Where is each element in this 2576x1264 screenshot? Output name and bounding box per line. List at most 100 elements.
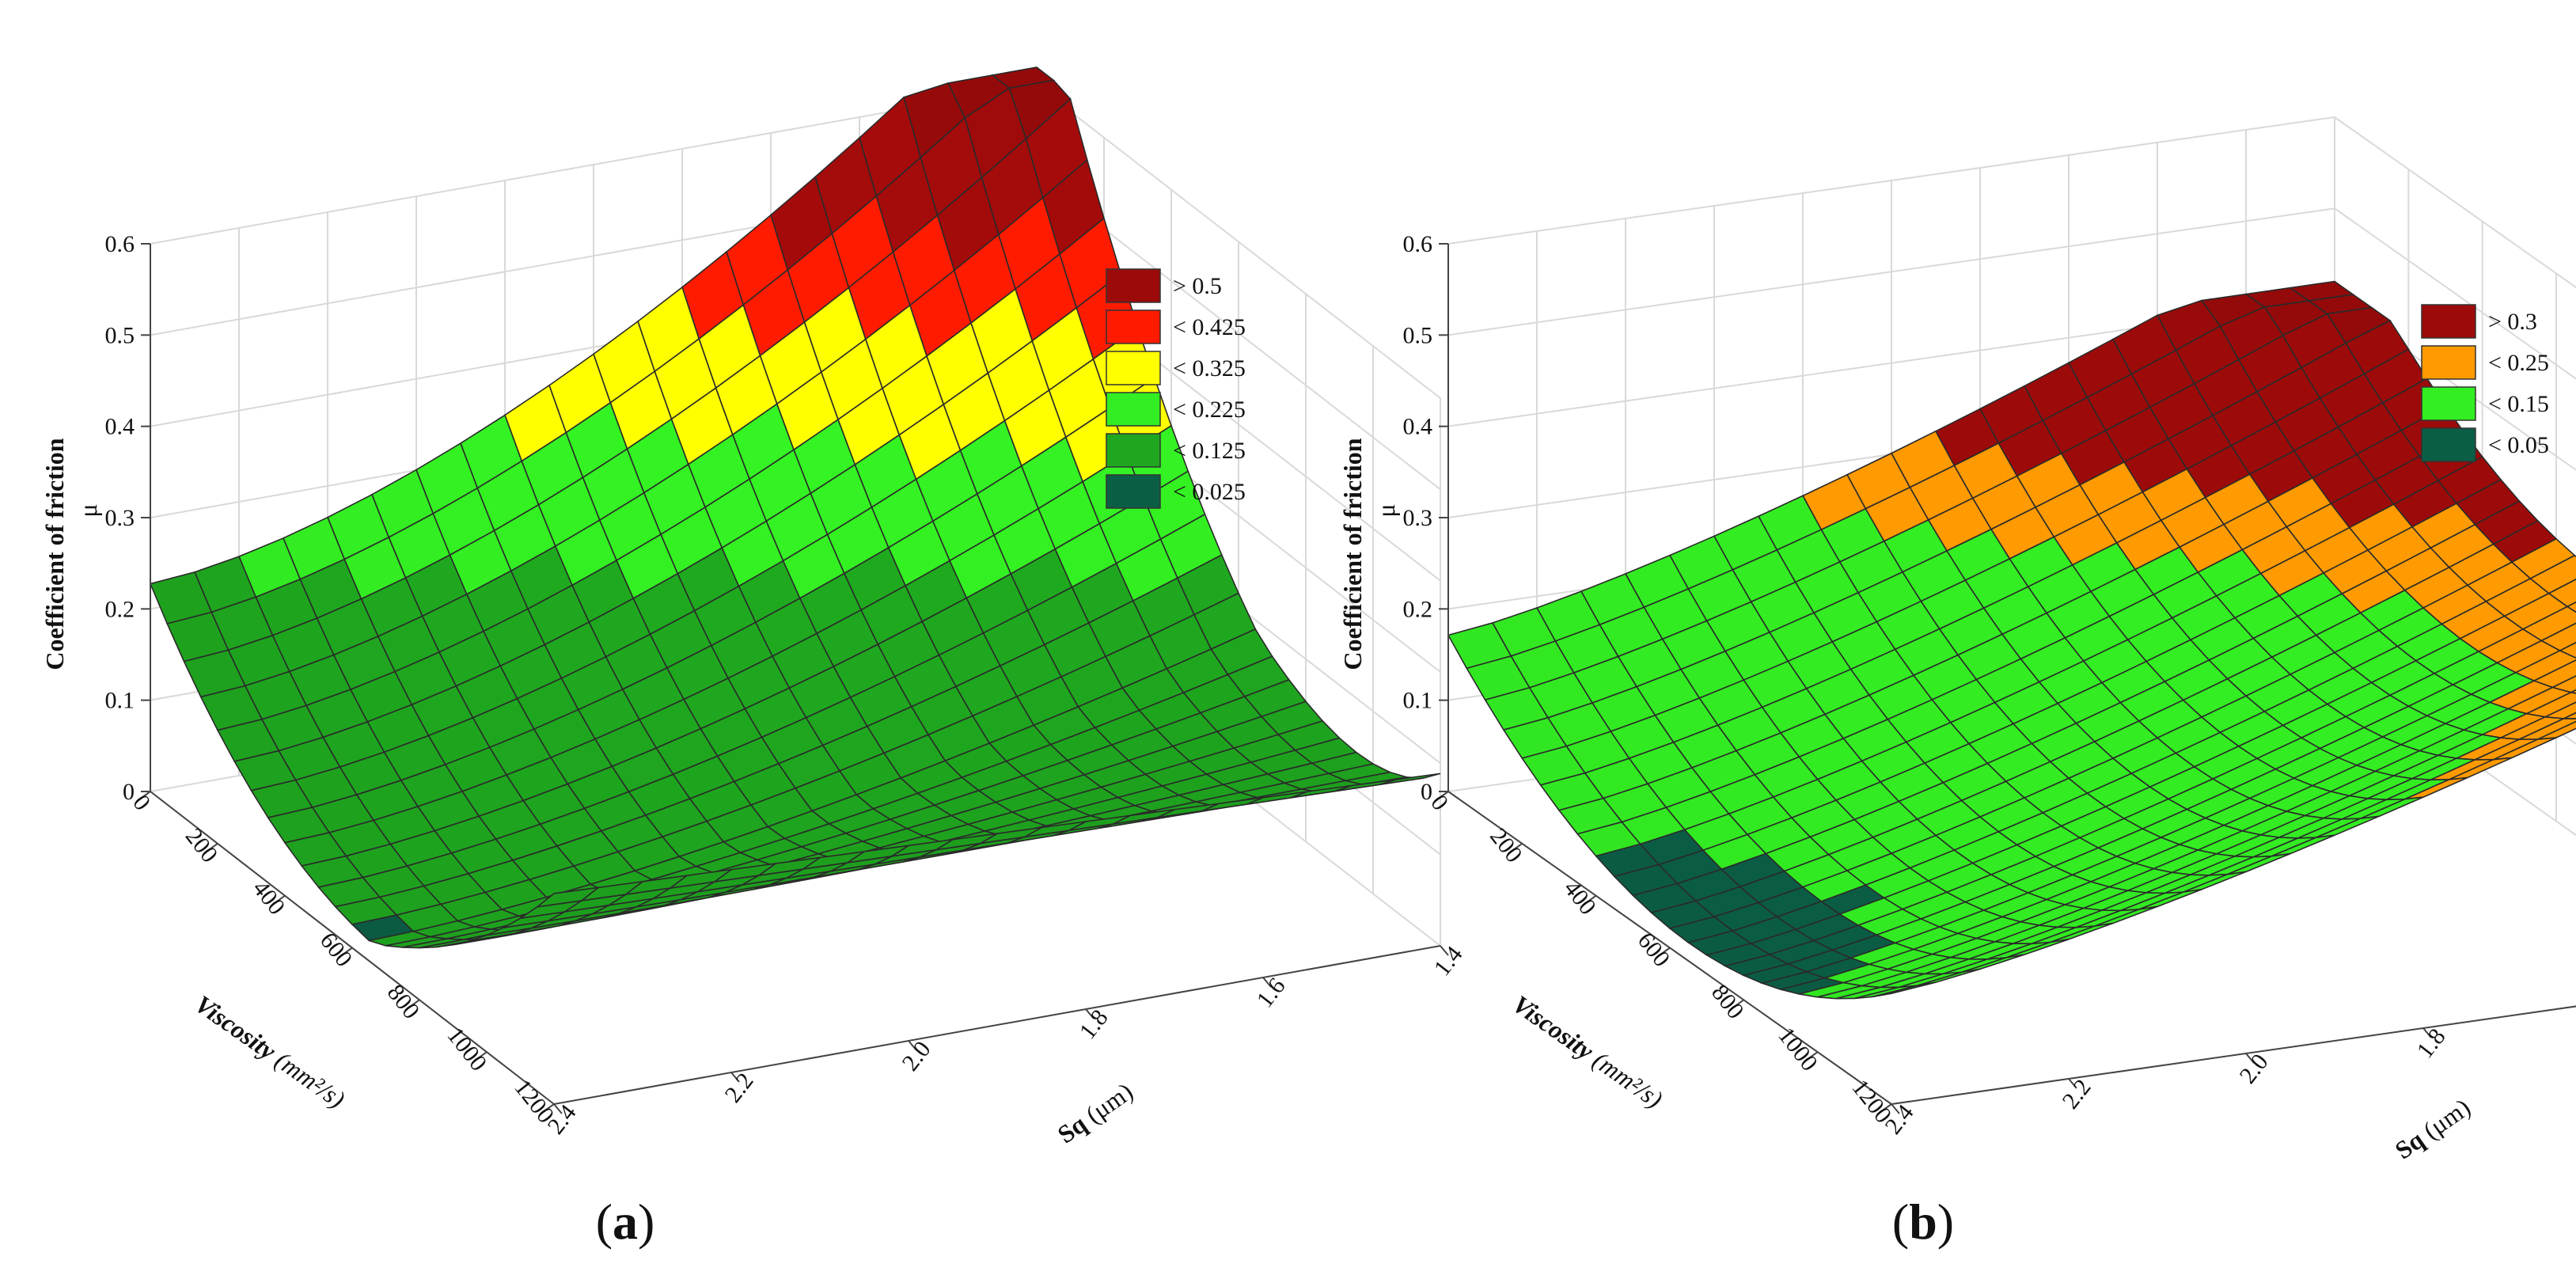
grid-line xyxy=(1447,207,2335,336)
y-tick-mark xyxy=(1085,1008,1095,1019)
legend-label: > 0.5 xyxy=(1173,273,1222,299)
legend-swatch xyxy=(1106,474,1161,509)
surface-cell xyxy=(534,886,601,909)
y-axis-label: Sq (μm) xyxy=(2390,1093,2475,1165)
surface-a xyxy=(149,66,1441,949)
z-tick-label: 0.3 xyxy=(105,505,135,531)
x-tick-label: 800 xyxy=(382,980,425,1024)
z-tick-label: 0.2 xyxy=(1403,596,1433,622)
panel-label-letter: b xyxy=(1909,1194,1937,1250)
x-tick-label: 600 xyxy=(315,928,358,972)
legend-swatch xyxy=(1106,309,1161,344)
panel-label: (b) xyxy=(1892,1194,1954,1250)
z-axis-symbol: μ xyxy=(74,503,102,517)
y-tick-mark xyxy=(1891,1103,1900,1114)
z-tick-label: 0.6 xyxy=(1403,231,1433,257)
x-axis-label-bold: Viscosity xyxy=(1508,989,1599,1065)
legend-a: > 0.5 < 0.425 < 0.325 < 0.225 < 0.125 < 0.025 xyxy=(1106,268,1246,509)
legend-label: < 0.225 xyxy=(1173,397,1246,423)
surface-cell xyxy=(1872,981,1937,998)
x-tick-label: 200 xyxy=(180,823,223,867)
grid-line xyxy=(1036,85,1441,399)
z-tick-label: 0.5 xyxy=(105,322,135,348)
surface-b xyxy=(1447,280,2576,1000)
y-tick-mark xyxy=(1440,945,1449,956)
x-tick-mark xyxy=(408,999,420,1009)
legend-swatch xyxy=(2421,345,2476,380)
y-tick-mark xyxy=(2422,1027,2432,1038)
legend-label: < 0.05 xyxy=(2488,432,2549,458)
legend-b: > 0.3 < 0.25 < 0.15 < 0.05 xyxy=(2421,304,2549,462)
legend-label: < 0.025 xyxy=(1173,479,1246,505)
legend-label: < 0.325 xyxy=(1173,355,1246,381)
y-tick-mark xyxy=(2068,1078,2077,1089)
y-tick-mark xyxy=(908,1040,917,1051)
x-tick-label: 800 xyxy=(1706,980,1749,1024)
x-tick-mark xyxy=(206,843,218,852)
legend-swatch xyxy=(1106,392,1161,427)
y-axis-label: Sq (μm) xyxy=(1053,1077,1138,1149)
panel-label-close: ) xyxy=(638,1194,654,1250)
legend-swatch xyxy=(2421,304,2476,339)
z-tick-label: 0.4 xyxy=(1403,414,1433,440)
legend-swatch xyxy=(1106,268,1161,303)
x-tick-mark xyxy=(340,947,353,957)
z-tick-label: 0.6 xyxy=(105,231,135,257)
z-tick-label: 0.3 xyxy=(1403,505,1433,531)
x-tick-label: 400 xyxy=(248,875,290,920)
x-tick-mark xyxy=(475,1051,488,1061)
z-tick-label: 0 xyxy=(1421,779,1432,805)
panel-label-close: ) xyxy=(1937,1194,1954,1250)
z-tick-label: 0.2 xyxy=(105,596,135,622)
legend-swatch xyxy=(1106,351,1161,385)
z-axis-symbol: μ xyxy=(1371,503,1400,517)
surface-cell xyxy=(2566,601,2576,613)
x-axis-label-bold: Viscosity xyxy=(190,989,282,1065)
x-tick-mark xyxy=(273,894,286,905)
y-tick-mark xyxy=(2245,1053,2255,1064)
y-axis-line xyxy=(553,945,1441,1105)
legend-swatch xyxy=(2421,386,2476,421)
legend-label: < 0.125 xyxy=(1173,438,1246,464)
x-tick-mark xyxy=(1658,947,1671,957)
y-tick-mark xyxy=(1262,977,1272,988)
x-tick-label: 1000 xyxy=(442,1023,492,1076)
legend-label: < 0.425 xyxy=(1173,314,1246,340)
x-axis-label-unit: (mm²/s) xyxy=(265,1042,351,1114)
x-tick-label: 600 xyxy=(1633,928,1675,972)
z-tick-label: 0.1 xyxy=(1403,688,1433,714)
z-axis-label: Coefficient of friction xyxy=(1338,438,1367,670)
legend-swatch xyxy=(2421,427,2476,462)
x-axis-label-unit: (mm²/s) xyxy=(1583,1042,1668,1114)
x-axis-label: Viscosity (mm²/s) xyxy=(1508,989,1668,1114)
grid-line xyxy=(2334,116,2576,289)
x-tick-mark xyxy=(1436,791,1449,800)
panel-a: 00.10.20.30.40.50.6020040060080010001200… xyxy=(40,66,1468,1250)
x-tick-mark xyxy=(1880,1103,1892,1113)
legend-swatch xyxy=(1106,433,1161,468)
z-tick-label: 0.4 xyxy=(105,414,135,440)
x-tick-label: 400 xyxy=(1558,875,1601,920)
z-tick-label: 0.5 xyxy=(1403,322,1433,348)
x-axis-label: Viscosity (mm²/s) xyxy=(190,989,351,1114)
panel-label-open: ( xyxy=(1892,1194,1909,1250)
panel-label: (a) xyxy=(596,1194,655,1250)
z-tick-label: 0.1 xyxy=(105,688,135,714)
panel-label-letter: a xyxy=(613,1194,638,1250)
legend-label: < 0.25 xyxy=(2488,350,2549,376)
y-axis-line xyxy=(1891,1005,2576,1105)
x-tick-mark xyxy=(1732,999,1744,1009)
x-tick-label: 200 xyxy=(1485,823,1527,867)
y-tick-mark xyxy=(730,1072,740,1083)
z-axis-label: Coefficient of friction xyxy=(40,438,69,670)
panel-label-open: ( xyxy=(596,1194,613,1250)
grid-line xyxy=(2334,207,2576,380)
y-tick-mark xyxy=(553,1103,563,1114)
x-tick-mark xyxy=(1806,1051,1819,1061)
x-tick-mark xyxy=(1510,843,1523,852)
legend-label: < 0.15 xyxy=(2488,391,2549,417)
x-tick-mark xyxy=(542,1103,555,1113)
panel-b: 00.10.20.30.40.50.6020040060080010001200… xyxy=(1338,116,2576,1250)
